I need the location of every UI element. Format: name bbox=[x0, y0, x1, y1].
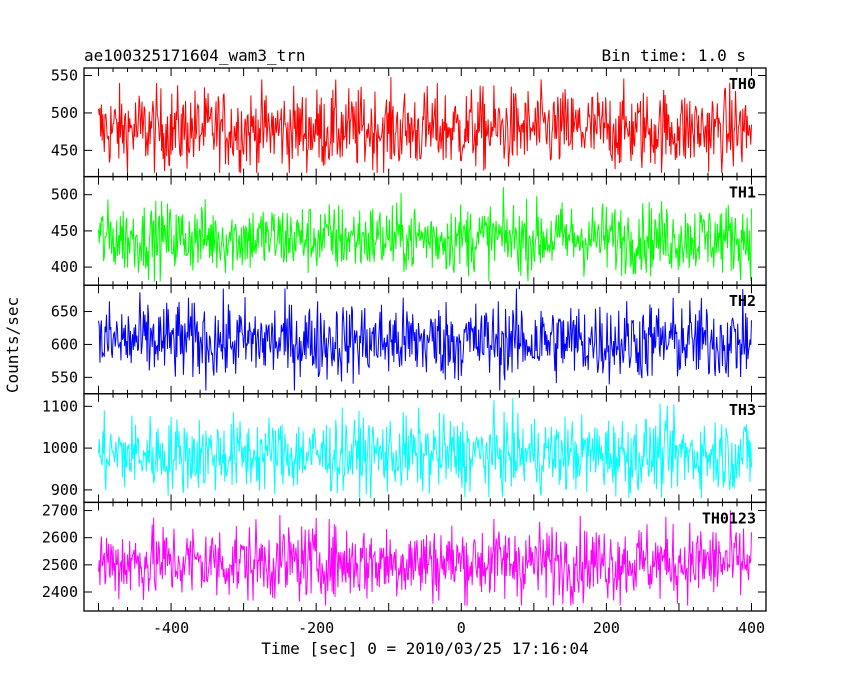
series-th2-line bbox=[98, 288, 752, 391]
y-tick-label: 650 bbox=[51, 303, 78, 321]
y-tick-label: 450 bbox=[51, 141, 78, 159]
panel-name-label: TH1 bbox=[729, 184, 756, 202]
y-tick-label: 2600 bbox=[42, 529, 78, 547]
series-th0-line bbox=[98, 77, 752, 173]
x-tick-label: -200 bbox=[298, 619, 334, 637]
y-tick-label: 550 bbox=[51, 66, 78, 84]
y-axis-label: Counts/sec bbox=[3, 297, 22, 393]
y-tick-label: 450 bbox=[51, 222, 78, 240]
y-tick-label: 900 bbox=[51, 481, 78, 499]
x-tick-label: 0 bbox=[457, 619, 466, 637]
bin-time-label: Bin time: 1.0 s bbox=[602, 46, 747, 65]
x-axis-label: Time [sec] 0 = 2010/03/25 17:16:04 bbox=[261, 639, 589, 658]
panel-name-label: TH0 bbox=[729, 75, 756, 93]
panel-name-label: TH2 bbox=[729, 292, 756, 310]
y-tick-label: 2700 bbox=[42, 502, 78, 520]
series-th1-line bbox=[98, 187, 752, 282]
x-tick-label: 200 bbox=[593, 619, 620, 637]
y-tick-label: 500 bbox=[51, 104, 78, 122]
chart-panels: 450 500 550 TH0 400 450 500 TH1 550 600 650 TH2 900 1… bbox=[42, 66, 767, 637]
y-tick-label: 2500 bbox=[42, 556, 78, 574]
y-tick-label: 1100 bbox=[42, 397, 78, 415]
panel-name-label: TH0123 bbox=[702, 509, 756, 527]
x-tick-label: 400 bbox=[738, 619, 765, 637]
panel-name-label: TH3 bbox=[729, 401, 756, 419]
chart-title: ae100325171604_wam3_trn bbox=[84, 46, 306, 65]
x-tick-label: -400 bbox=[153, 619, 189, 637]
y-tick-label: 1000 bbox=[42, 439, 78, 457]
y-tick-label: 550 bbox=[51, 368, 78, 386]
series-th0123-line bbox=[98, 510, 752, 606]
y-tick-label: 600 bbox=[51, 335, 78, 353]
y-tick-label: 2400 bbox=[42, 583, 78, 601]
y-tick-label: 400 bbox=[51, 258, 78, 276]
series-th3-line bbox=[98, 398, 752, 499]
y-tick-label: 500 bbox=[51, 186, 78, 204]
panel-frame bbox=[83, 501, 767, 612]
